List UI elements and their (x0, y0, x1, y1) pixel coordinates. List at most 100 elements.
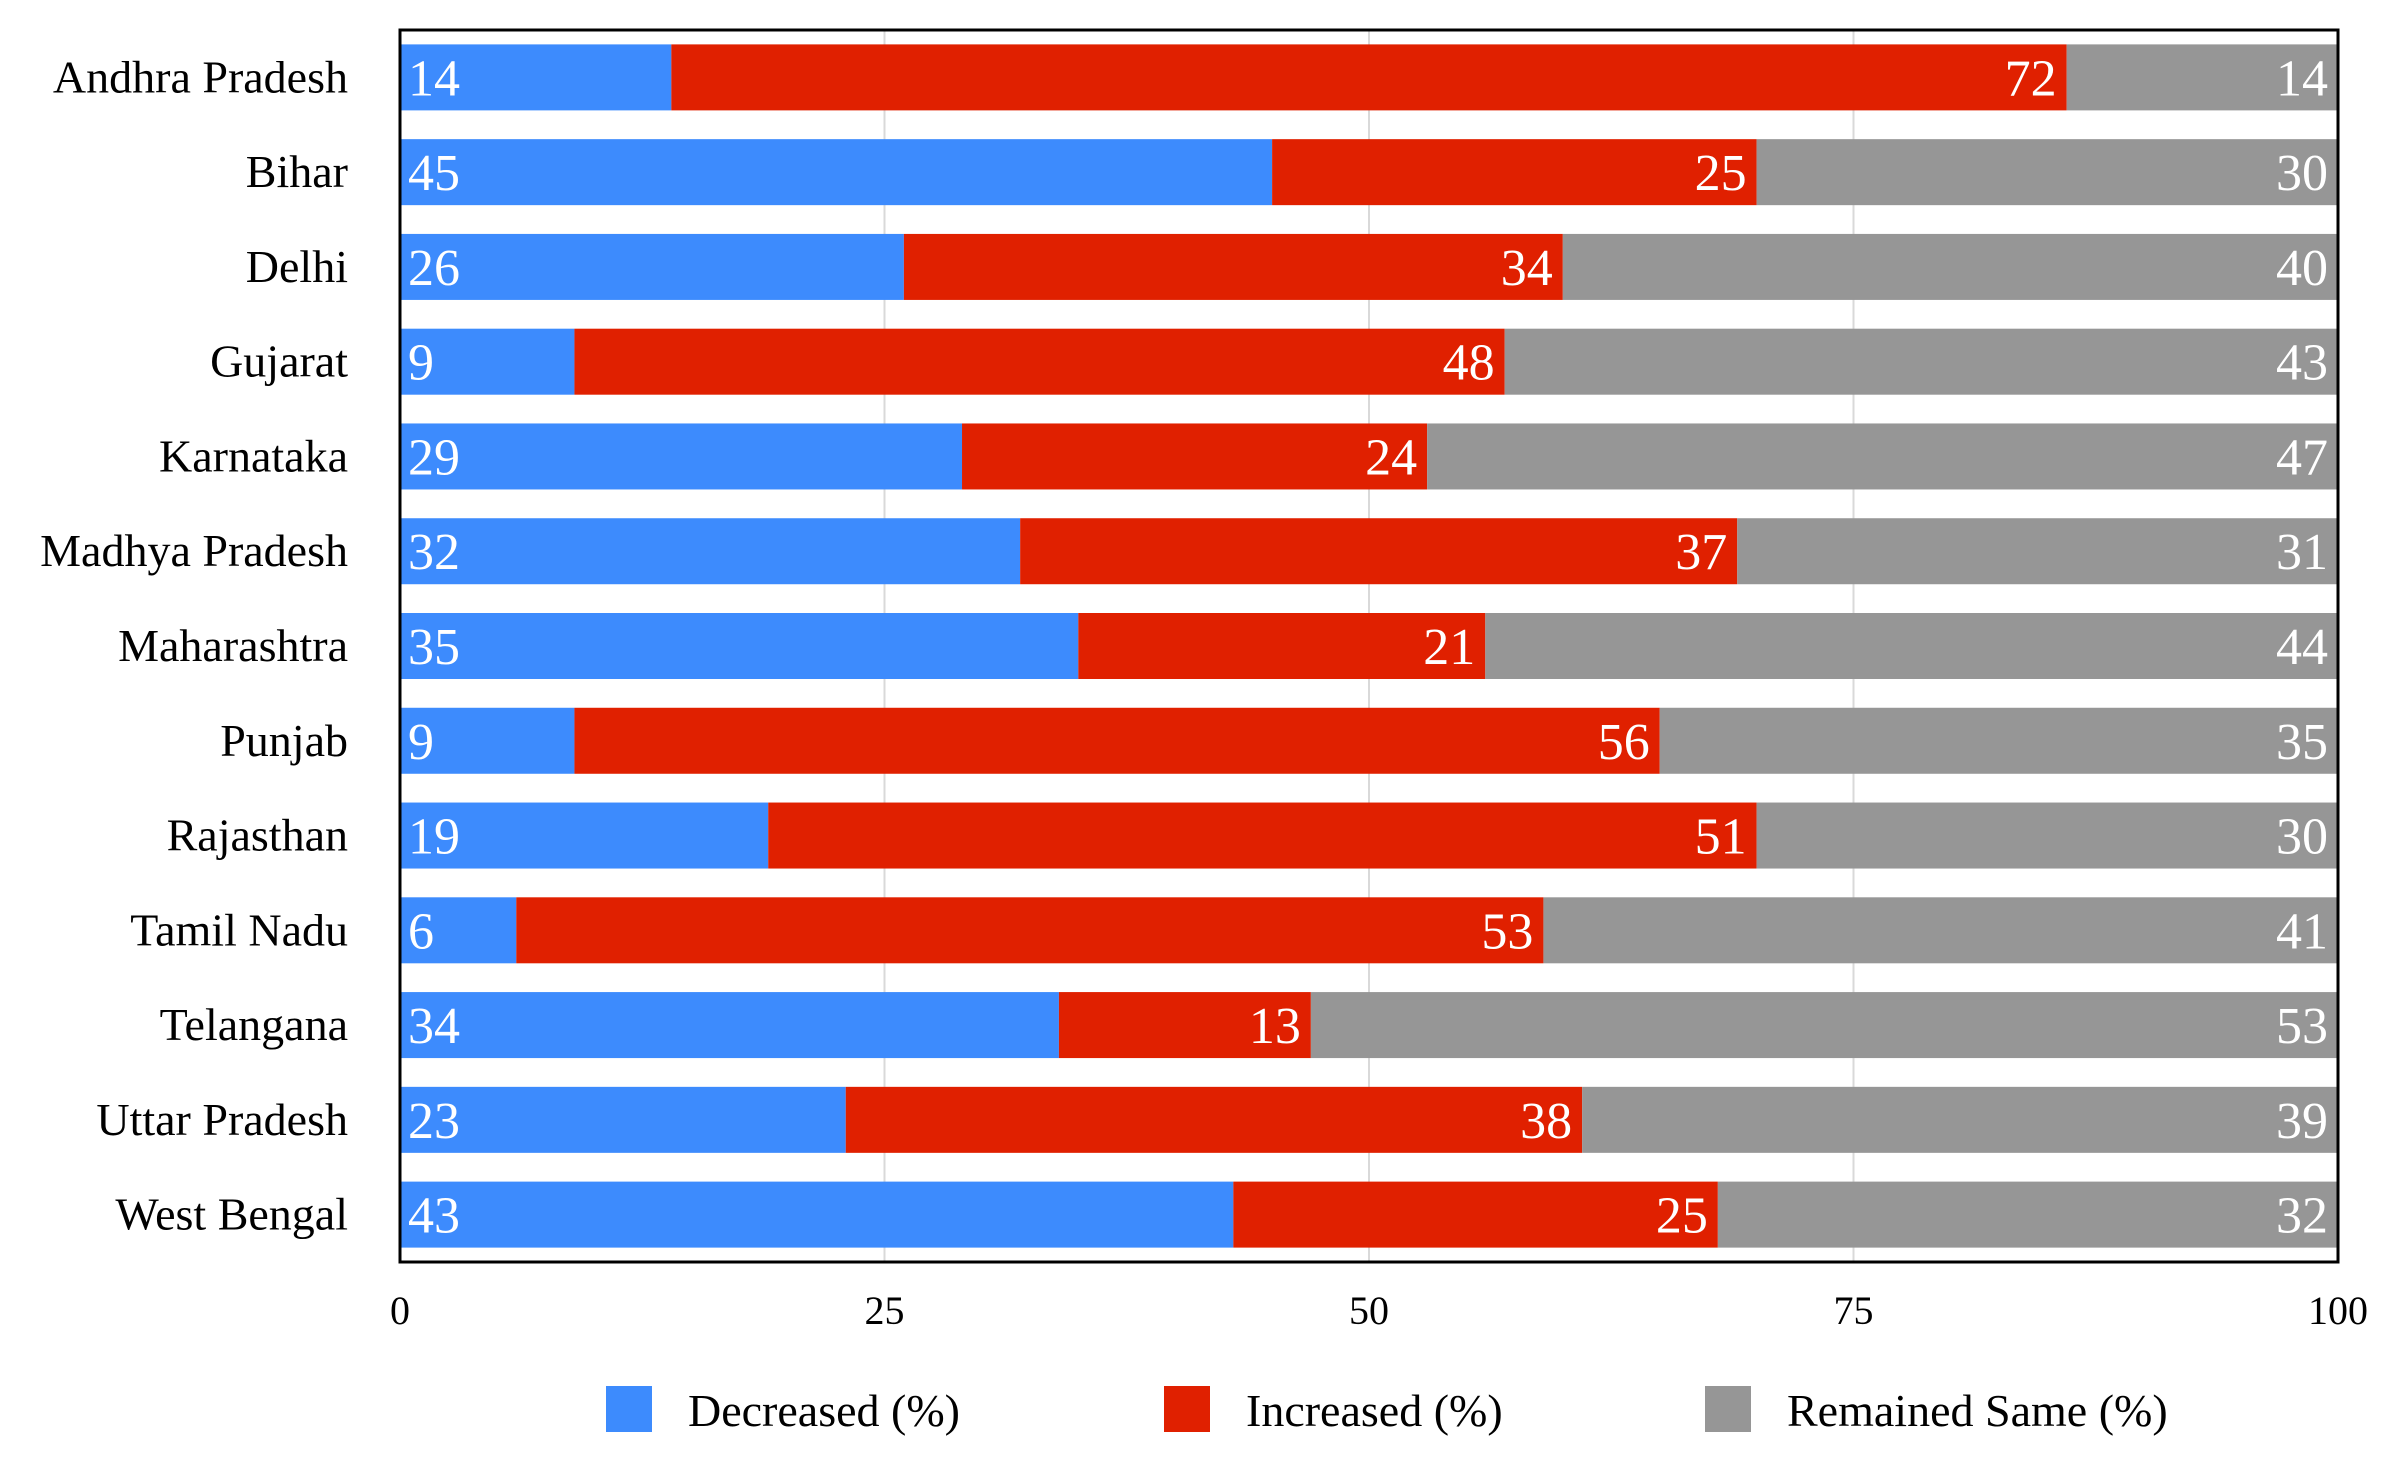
data-label: 25 (1695, 145, 1747, 202)
category-label: Madhya Pradesh (40, 525, 348, 576)
category-axis: Andhra Pradesh Bihar Delhi Gujarat Karnataka… (40, 51, 348, 1239)
bar-remained-same-delhi (1562, 233, 2338, 300)
x-tick-label: 100 (2308, 1288, 2368, 1333)
data-label: 9 (408, 714, 434, 771)
data-label: 30 (2276, 145, 2328, 202)
legend-swatch-decreased (606, 1386, 652, 1432)
category-label: Bihar (246, 146, 348, 197)
data-label: 56 (1598, 714, 1650, 771)
data-label: 32 (408, 524, 460, 581)
bar-decreased-telangana (400, 992, 1059, 1059)
bar-decreased-rajasthan (400, 802, 769, 869)
data-label: 48 (1443, 335, 1495, 392)
category-label: Rajasthan (167, 810, 348, 861)
data-label: 34 (1501, 240, 1553, 297)
category-label: Telangana (160, 999, 348, 1050)
category-label: Uttar Pradesh (96, 1094, 348, 1145)
data-label: 26 (408, 240, 460, 297)
data-label: 31 (2276, 524, 2328, 581)
data-label: 37 (1675, 524, 1727, 581)
bar-increased-punjab (574, 707, 1660, 774)
data-label: 23 (408, 1093, 460, 1150)
data-label: 72 (2005, 50, 2057, 107)
data-label: 25 (1656, 1188, 1708, 1245)
data-label: 53 (1481, 903, 1533, 960)
bar-remained-same-andhra-pradesh (2066, 44, 2338, 111)
legend-swatch-increased (1164, 1386, 1210, 1432)
bar-decreased-maharashtra (400, 613, 1079, 679)
bar-increased-madhya-pradesh (1020, 518, 1738, 585)
data-label: 35 (408, 619, 460, 676)
bar-increased-andhra-pradesh (671, 44, 2067, 111)
plot-frame (398, 28, 2340, 1264)
bar-decreased-tamil-nadu (400, 897, 517, 964)
bar-decreased-andhra-pradesh (400, 44, 672, 111)
bar-increased-delhi (903, 233, 1563, 300)
data-label: 34 (408, 998, 460, 1055)
x-tick-label: 75 (1834, 1288, 1874, 1333)
category-label: Maharashtra (118, 620, 348, 671)
bars (400, 44, 2338, 1248)
data-label: 40 (2276, 240, 2328, 297)
bar-increased-bihar (1272, 139, 1757, 206)
data-label: 43 (2276, 335, 2328, 392)
bar-remained-same-telangana (1310, 992, 2338, 1059)
bar-increased-west-bengal (1233, 1181, 1718, 1248)
value-axis: 0 25 50 75 100 (390, 1288, 2368, 1333)
bar-remained-same-karnataka (1427, 423, 2338, 490)
data-label: 6 (408, 903, 434, 960)
data-label: 13 (1249, 998, 1301, 1055)
bar-remained-same-madhya-pradesh (1737, 518, 2338, 585)
data-label: 39 (2276, 1093, 2328, 1150)
bar-decreased-gujarat (400, 328, 575, 395)
legend: Decreased (%) Increased (%) Remained Same … (606, 1385, 2168, 1436)
bar-decreased-delhi (400, 233, 904, 300)
bar-increased-gujarat (574, 328, 1505, 395)
bar-remained-same-west-bengal (1717, 1181, 2338, 1248)
data-label: 24 (1365, 429, 1417, 486)
data-labels: 14 72 14 45 25 30 26 34 40 9 48 43 29 24 47 32 37 31 35 21 4… (408, 50, 2328, 1244)
legend-label-increased: Increased (%) (1246, 1385, 1503, 1436)
data-label: 29 (408, 429, 460, 486)
bar-increased-tamil-nadu (516, 897, 1544, 964)
bar-remained-same-uttar-pradesh (1582, 1086, 2338, 1153)
data-label: 41 (2276, 903, 2328, 960)
bar-remained-same-rajasthan (1756, 802, 2338, 869)
data-label: 45 (408, 145, 460, 202)
bar-decreased-bihar (400, 139, 1273, 206)
legend-swatch-remained-same (1705, 1386, 1751, 1432)
bar-increased-telangana (1058, 992, 1311, 1059)
category-label: Punjab (220, 715, 348, 766)
category-label: Andhra Pradesh (53, 51, 348, 102)
data-label: 14 (2276, 50, 2328, 107)
category-label: Karnataka (159, 430, 348, 481)
bar-decreased-uttar-pradesh (400, 1086, 846, 1153)
bar-decreased-karnataka (400, 423, 963, 490)
data-label: 51 (1695, 809, 1747, 866)
data-label: 21 (1423, 619, 1475, 676)
category-label: West Bengal (115, 1189, 348, 1240)
data-label: 32 (2276, 1188, 2328, 1245)
bar-remained-same-punjab (1659, 707, 2338, 774)
x-tick-label: 0 (390, 1288, 410, 1333)
bar-remained-same-maharashtra (1485, 613, 2338, 679)
data-label: 53 (2276, 998, 2328, 1055)
data-label: 47 (2276, 429, 2328, 486)
bar-increased-rajasthan (768, 802, 1757, 869)
bar-decreased-west-bengal (400, 1181, 1234, 1248)
data-label: 35 (2276, 714, 2328, 771)
x-tick-label: 25 (865, 1288, 905, 1333)
bar-remained-same-bihar (1756, 139, 2338, 206)
data-label: 14 (408, 50, 460, 107)
bar-increased-uttar-pradesh (845, 1086, 1583, 1153)
bar-decreased-madhya-pradesh (400, 518, 1021, 585)
category-label: Tamil Nadu (130, 904, 348, 955)
bar-remained-same-gujarat (1504, 328, 2338, 395)
data-label: 43 (408, 1188, 460, 1245)
legend-label-remained-same: Remained Same (%) (1787, 1385, 2168, 1436)
legend-label-decreased: Decreased (%) (688, 1385, 960, 1436)
data-label: 19 (408, 809, 460, 866)
bar-increased-maharashtra (1078, 613, 1486, 679)
